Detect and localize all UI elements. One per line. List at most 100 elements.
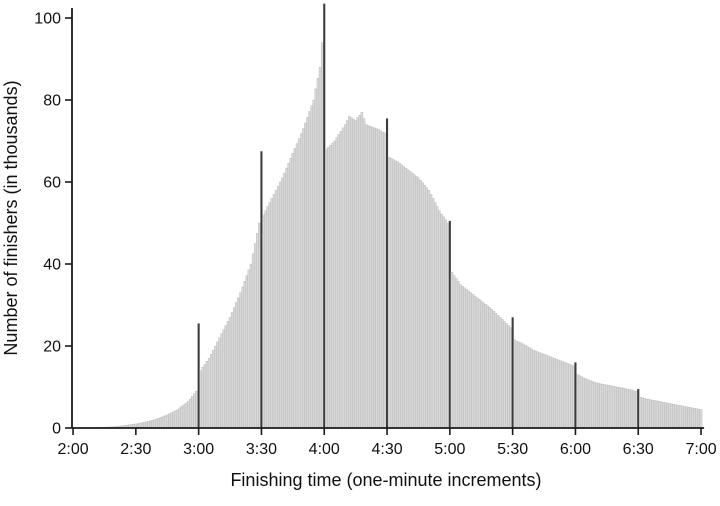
histogram-bar [223,330,225,428]
histogram-bar [149,421,151,428]
histogram-bar [294,148,296,428]
histogram-bar [679,405,681,428]
histogram-bar [325,149,327,428]
histogram-bar [189,399,191,428]
histogram-bar [380,131,382,428]
histogram-bar [600,384,602,428]
histogram-bar [434,203,436,429]
histogram-bar [231,312,233,428]
histogram-bar [669,403,671,428]
histogram-bar [250,264,252,428]
histogram-bar [627,389,629,428]
histogram-bar [237,298,239,428]
histogram-bar [304,123,306,428]
histogram-bar [164,416,166,428]
histogram-bar [319,67,321,428]
histogram-bar [595,383,597,428]
histogram-bar [172,412,174,428]
histogram-bar [499,317,501,428]
histogram-bar [187,401,189,428]
histogram-bar [254,244,256,429]
histogram-bar [551,357,553,428]
histogram-bar [252,254,254,428]
histogram-bar [154,420,156,428]
histogram-bar [591,381,593,428]
histogram-bar [271,198,273,428]
histogram-bar [468,291,470,428]
histogram-bar [553,358,555,428]
histogram-bar [246,275,248,428]
histogram-bar [286,168,288,428]
histogram-bar [177,410,179,428]
histogram-bar [401,165,403,428]
histogram-bar [384,133,386,428]
histogram-bar [256,233,258,428]
histogram-bar [470,293,472,428]
histogram-bar [547,356,549,428]
histogram-spike-bar [512,317,514,428]
histogram-bar [656,401,658,428]
x-tick-label: 3:00 [183,441,214,458]
histogram-bar [660,402,662,428]
histogram-bar [200,371,202,428]
histogram-bar [518,342,520,428]
histogram-bar [533,350,535,428]
histogram-bar [277,186,279,428]
x-axis-title: Finishing time (one-minute increments) [230,470,541,490]
histogram-bar [510,328,512,428]
y-tick-label: 100 [34,11,61,28]
histogram-bar [507,326,509,429]
histogram-bar [455,278,457,428]
histogram-spike-bar [386,118,388,428]
histogram-bar [535,351,537,428]
histogram-bar [589,380,591,428]
histogram-bar [482,303,484,428]
histogram-bar [593,382,595,428]
histogram-bar [612,386,614,428]
histogram-bar [639,397,641,428]
histogram-bar [558,360,560,428]
histogram-bar [225,326,227,429]
histogram-bar [369,126,371,428]
histogram-bar [166,415,168,428]
histogram-bar [426,188,428,428]
histogram-bar [392,159,394,428]
histogram-bar [489,307,491,428]
histogram-bar [332,143,334,428]
histogram-bar [258,223,260,428]
histogram-bar [344,125,346,428]
histogram-bar [585,379,587,428]
histogram-bar [530,349,532,428]
histogram-bar [459,285,461,429]
x-tick-label: 6:00 [560,441,591,458]
histogram-bar [296,143,298,428]
histogram-bar [302,129,304,428]
histogram-bar [493,311,495,428]
histogram-bar [608,385,610,428]
histogram-bar [382,132,384,428]
histogram-bar [327,147,329,428]
histogram-bar [690,408,692,429]
histogram-bar [560,361,562,428]
histogram-bar [516,341,518,428]
histogram-bar [313,100,315,428]
histogram-bar [549,357,551,428]
histogram-bar [583,378,585,428]
histogram-bar [413,175,415,428]
histogram-bar [396,162,398,429]
histogram-bar [419,180,421,428]
histogram-bar [631,390,633,428]
bars-layer [72,4,702,428]
histogram-bar [283,173,285,428]
histogram-bar [175,411,177,428]
x-tick-label: 5:00 [434,441,465,458]
histogram-bar [698,409,700,428]
histogram-bar [451,272,453,428]
histogram-bar [210,354,212,428]
histogram-bar [152,420,154,428]
y-tick-label: 80 [43,93,61,110]
y-tick-label: 60 [43,175,61,192]
histogram-bar [635,391,637,428]
histogram-bar [664,403,666,428]
histogram-bar [267,207,269,428]
